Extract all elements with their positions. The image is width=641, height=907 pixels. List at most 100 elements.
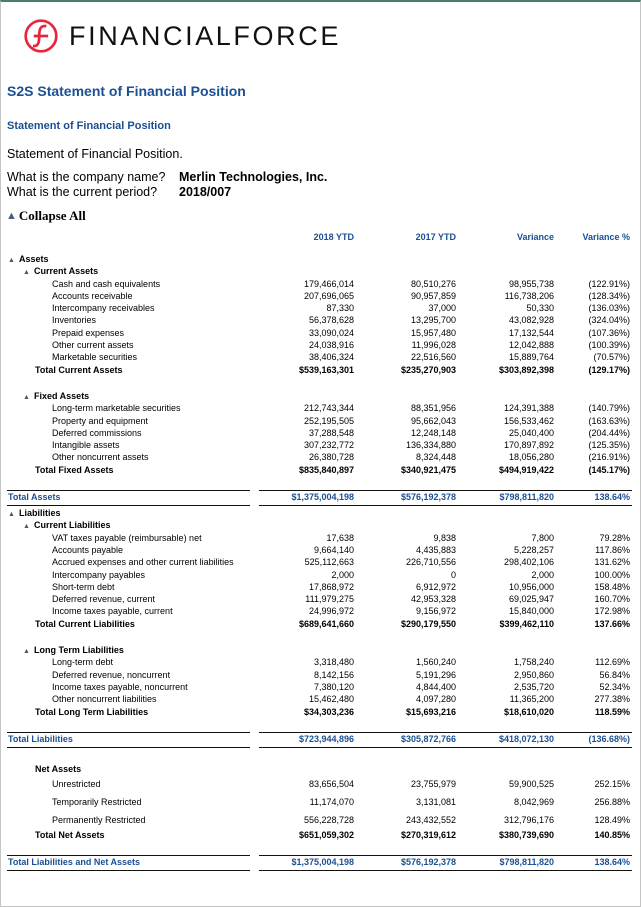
- value-variance: 2,950,860: [513, 669, 554, 680]
- row-label: Short-term debt: [1, 581, 271, 593]
- value-variance: $380,739,690: [498, 830, 554, 841]
- spacer: [1, 630, 641, 644]
- table-row: Inventories 56,378,628 13,295,700 43,082,92…: [1, 314, 641, 326]
- row-label: Intercompany payables: [1, 569, 271, 581]
- column-header-variance-pct[interactable]: Variance %: [582, 232, 630, 242]
- value-2018-ytd: $723,944,896: [298, 733, 354, 744]
- spacer: [1, 749, 641, 763]
- row-label[interactable]: ▲ Liabilities: [1, 507, 271, 521]
- value-2018-ytd: 17,638: [326, 532, 354, 543]
- row-label: Property and equipment: [1, 415, 271, 427]
- value-variance-pct: 158.48%: [594, 581, 630, 592]
- column-header-variance[interactable]: Variance: [516, 232, 554, 242]
- column-header-2017-ytd[interactable]: 2017 YTD: [415, 232, 456, 242]
- value-2017-ytd: 95,662,043: [410, 415, 456, 426]
- collapse-triangle-icon[interactable]: ▲: [23, 269, 30, 277]
- table-row: Income taxes payable, noncurrent 7,380,12…: [1, 681, 641, 693]
- row-label-text: Intercompany payables: [52, 569, 146, 580]
- table-row: Short-term debt 17,868,972 6,912,972 10,956…: [1, 581, 641, 593]
- value-variance-pct: (324.04%): [588, 315, 630, 326]
- row-label[interactable]: ▲ Current Assets: [1, 265, 271, 279]
- value-variance: [456, 763, 554, 775]
- collapse-triangle-icon[interactable]: ▲: [8, 511, 15, 519]
- value-variance-pct: 118.59%: [594, 706, 630, 717]
- value-variance: 12,042,888: [508, 340, 554, 351]
- row-label-text: Deferred revenue, noncurrent: [52, 669, 171, 680]
- value-variance: 15,840,000: [508, 606, 554, 617]
- table-row: Temporarily Restricted 11,174,070 3,131,08…: [1, 793, 641, 811]
- value-variance-pct: [554, 763, 630, 775]
- row-label: Intercompany receivables: [1, 302, 271, 314]
- row-label: Cash and cash equivalents: [1, 278, 271, 290]
- row-label-text: Accounts payable: [52, 544, 124, 555]
- collapse-triangle-icon[interactable]: ▲: [8, 257, 15, 264]
- row-label[interactable]: ▲ Long Term Liabilities: [1, 644, 271, 658]
- table-row: Accounts payable 9,664,140 4,435,883 5,228,…: [1, 544, 641, 556]
- section-header-row: ▲ Long Term Liabilities: [1, 644, 641, 656]
- row-label[interactable]: ▲ Assets: [1, 253, 271, 267]
- row-label-text: Intercompany receivables: [52, 303, 155, 314]
- row-label: Total Net Assets: [1, 829, 271, 841]
- brand-name: FINANCIALFORCE: [69, 20, 341, 51]
- value-variance: 25,040,400: [508, 427, 554, 438]
- company-answer: Merlin Technologies, Inc.: [179, 170, 328, 184]
- value-variance-pct: 128.49%: [594, 815, 630, 826]
- total-row: Total Liabilities and Net Assets $1,375,0…: [1, 855, 641, 872]
- value-2018-ytd: 15,462,480: [308, 694, 354, 705]
- value-2017-ytd: 88,351,956: [410, 403, 456, 414]
- value-variance: $494,919,422: [498, 464, 554, 475]
- value-2017-ytd: 13,295,700: [410, 315, 456, 326]
- section-header-row: ▲ Liabilities: [1, 507, 641, 519]
- row-label-text: Long-term marketable securities: [52, 403, 181, 414]
- value-2018-ytd: 307,232,772: [303, 440, 354, 451]
- value-variance-pct: 256.88%: [594, 797, 630, 808]
- value-2017-ytd: 1,560,240: [415, 657, 456, 668]
- value-2018-ytd: $651,059,302: [298, 830, 354, 841]
- collapse-triangle-icon[interactable]: ▲: [23, 648, 30, 656]
- total-row: Total Liabilities $723,944,896 $305,872,76…: [1, 731, 641, 749]
- row-label: Inventories: [1, 314, 271, 326]
- value-variance-pct: (70.57%): [593, 352, 630, 363]
- section-header-row: ▲ Fixed Assets: [1, 390, 641, 402]
- value-variance-pct: 79.28%: [599, 532, 630, 543]
- value-variance: 170,897,892: [503, 440, 554, 451]
- value-variance-pct: (122.91%): [588, 278, 630, 289]
- value-variance: 59,900,525: [508, 779, 554, 790]
- company-question: What is the company name?: [7, 170, 166, 184]
- value-2018-ytd: $835,840,897: [298, 464, 354, 475]
- row-label: Accounts payable: [1, 544, 271, 556]
- total-rule-divider: [7, 855, 250, 872]
- table-row: Prepaid expenses 33,090,024 15,957,480 17,1…: [1, 327, 641, 339]
- value-variance: 298,402,106: [503, 557, 554, 568]
- collapse-all-button[interactable]: ▲ Collapse All: [6, 208, 86, 224]
- row-label: Deferred revenue, noncurrent: [1, 669, 271, 681]
- value-variance: 98,955,738: [508, 278, 554, 289]
- column-header-2018-ytd[interactable]: 2018 YTD: [313, 232, 354, 242]
- value-variance: $399,462,110: [499, 618, 554, 629]
- row-label[interactable]: ▲ Fixed Assets: [1, 390, 271, 404]
- value-variance-pct: 56.84%: [599, 669, 630, 680]
- value-2017-ytd: 4,097,280: [415, 694, 456, 705]
- value-variance: 116,738,206: [504, 290, 554, 301]
- report-parameters: What is the company name? Merlin Technolo…: [7, 170, 327, 200]
- value-2017-ytd: $305,872,766: [400, 733, 456, 744]
- row-label-text: Unrestricted: [52, 779, 101, 790]
- value-2017-ytd: 0: [450, 569, 456, 580]
- row-label-text: Permanently Restricted: [52, 815, 146, 826]
- value-2018-ytd: 8,142,156: [313, 669, 354, 680]
- row-label-text: Other current assets: [52, 340, 134, 351]
- row-label-text: Net Assets: [35, 763, 82, 774]
- collapse-triangle-icon[interactable]: ▲: [23, 393, 30, 401]
- row-label-text: Current Assets: [34, 266, 99, 277]
- value-2018-ytd: $34,303,236: [303, 706, 354, 717]
- table-row: Income taxes payable, current 24,996,972 9…: [1, 605, 641, 617]
- row-label: Intangible assets: [1, 439, 271, 451]
- value-2017-ytd: [354, 763, 456, 775]
- row-label[interactable]: ▲ Current Liabilities: [1, 519, 271, 533]
- value-variance-pct: 138.64%: [594, 492, 630, 503]
- value-variance-pct: 112.69%: [595, 657, 630, 668]
- row-label-text: Income taxes payable, current: [52, 606, 173, 617]
- value-variance: $303,892,398: [498, 364, 554, 375]
- value-variance-pct: 138.64%: [594, 857, 630, 868]
- collapse-triangle-icon[interactable]: ▲: [23, 523, 30, 531]
